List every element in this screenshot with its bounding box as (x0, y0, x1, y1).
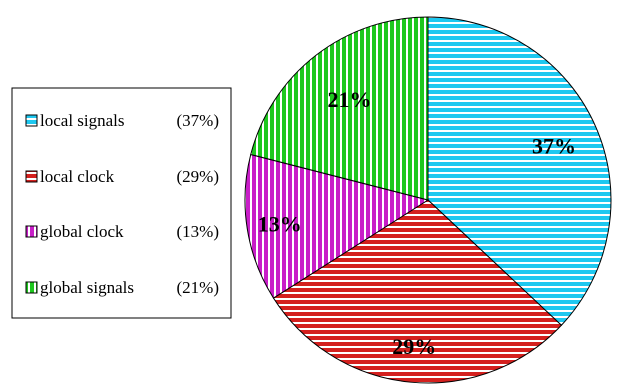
pie-slices (244, 16, 612, 384)
slice-label-global-signals: 21% (327, 87, 371, 112)
legend-item-local-signals: local signals (37%) (25, 111, 219, 130)
legend: local signals (37%) local clock (29%) global… (11, 87, 232, 319)
legend-percent: (21%) (177, 278, 219, 297)
legend-percent: (29%) (177, 167, 219, 186)
slice-label-local-signals: 37% (532, 133, 576, 158)
legend-label: global clock (40, 222, 124, 241)
pie-slice-global-signals (250, 16, 429, 201)
pie-slice-local-signals (427, 16, 612, 326)
legend-swatch (25, 170, 38, 183)
legend-swatch (25, 225, 38, 238)
slice-label-global-clock: 13% (258, 211, 302, 236)
legend-item-global-signals: global signals (21%) (25, 278, 219, 297)
pie-slice-global-clock (244, 153, 430, 299)
pie-slice-local-clock (272, 199, 563, 384)
legend-frame (11, 87, 232, 319)
legend-label: global signals (40, 278, 134, 297)
legend-percent: (13%) (177, 222, 219, 241)
legend-item-global-clock: global clock (13%) (25, 222, 219, 241)
legend-swatch (25, 114, 38, 127)
slice-label-local-clock: 29% (392, 334, 436, 359)
legend-label: local clock (40, 167, 115, 186)
slice-labels: 37% 29% 13% 21% (258, 87, 576, 359)
legend-swatch (25, 281, 38, 294)
legend-percent: (37%) (177, 111, 219, 130)
legend-item-local-clock: local clock (29%) (25, 167, 219, 186)
legend-label: local signals (40, 111, 125, 130)
